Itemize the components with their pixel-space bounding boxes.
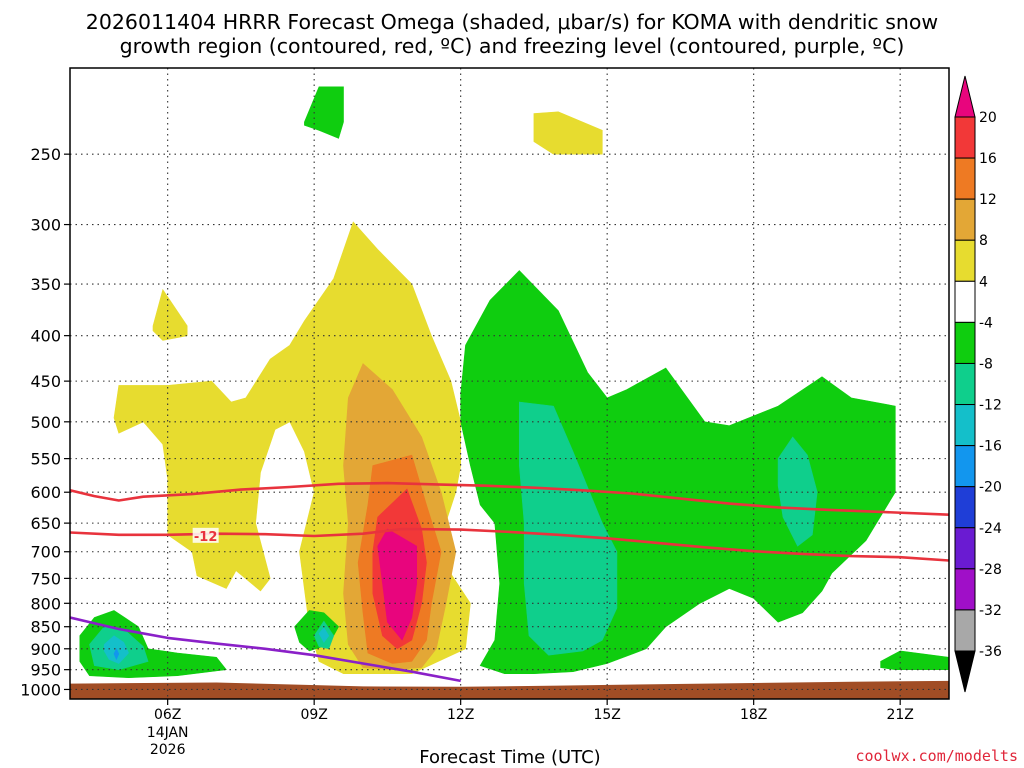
colorbar-band-8 bbox=[954, 445, 976, 488]
y-tick-label-500: 500 bbox=[30, 413, 61, 432]
omega-region-8 bbox=[304, 86, 344, 139]
omega-region-17 bbox=[318, 627, 330, 643]
y-tick-label-850: 850 bbox=[30, 618, 61, 637]
y-tick-label-300: 300 bbox=[30, 216, 61, 235]
x-tick-label-09Z: 09Z bbox=[300, 707, 327, 723]
colorbar: 20 16 12 8 4 -4 -8 -12 -16 -20 -24 -28 -32 -36 bbox=[954, 75, 1002, 693]
plot-area: -12 bbox=[70, 68, 949, 699]
contour-lines: -12 bbox=[70, 481, 949, 683]
y-tick-label-800: 800 bbox=[30, 594, 61, 613]
colorbar-band-4 bbox=[954, 280, 976, 323]
y-tick-label-450: 450 bbox=[30, 372, 61, 391]
y-tick-label-350: 350 bbox=[30, 275, 61, 294]
y-tick-label-950: 950 bbox=[30, 661, 61, 680]
y-tick-label-900: 900 bbox=[30, 640, 61, 659]
omega-region-1 bbox=[152, 288, 188, 341]
y-tick-label-700: 700 bbox=[30, 543, 61, 562]
x-tick-date: 14JAN bbox=[147, 725, 189, 741]
omega-region-18 bbox=[113, 648, 120, 661]
dgz-contour-label-bg bbox=[192, 527, 219, 543]
y-tick-label-650: 650 bbox=[30, 514, 61, 533]
omega-region-11 bbox=[880, 650, 949, 671]
freezing-contour-0 bbox=[70, 616, 461, 683]
colorbar-label-3: 8 bbox=[979, 233, 988, 249]
colorbar-top-arrow bbox=[954, 75, 976, 118]
x-tick-label-15Z: 15Z bbox=[593, 707, 620, 723]
omega-region-6 bbox=[377, 528, 418, 641]
dgz-contour-0 bbox=[70, 481, 949, 516]
colorbar-band-0 bbox=[954, 116, 976, 159]
x-tick-label-06Z: 06Z bbox=[154, 707, 181, 723]
colorbar-band-12 bbox=[954, 609, 976, 652]
dgz-contour-label: -12 bbox=[194, 530, 218, 545]
x-axis-label: Forecast Time (UTC) bbox=[419, 747, 600, 768]
y-tick-label-400: 400 bbox=[30, 327, 61, 346]
colorbar-label-5: -4 bbox=[979, 315, 993, 331]
colorbar-band-6 bbox=[954, 362, 976, 406]
colorbar-label-0: 20 bbox=[979, 110, 997, 126]
chart-title-line1: 2026011404 HRRR Forecast Omega (shaded, … bbox=[86, 10, 938, 34]
colorbar-label-11: -28 bbox=[979, 562, 1002, 578]
colorbar-band-2 bbox=[954, 198, 976, 241]
y-tick-label-750: 750 bbox=[30, 569, 61, 588]
y-tick-label-550: 550 bbox=[30, 450, 61, 469]
y-tick-label-600: 600 bbox=[30, 483, 61, 502]
colorbar-band-7 bbox=[954, 404, 976, 447]
colorbar-band-11 bbox=[954, 568, 976, 611]
y-axis: 250 300 350 400 450 500 550 600 650 700 750 800 850 9… bbox=[20, 145, 70, 699]
plot-frame bbox=[69, 67, 950, 700]
x-tick-label-12Z: 12Z bbox=[447, 707, 474, 723]
colorbar-bottom-arrow bbox=[954, 650, 976, 693]
x-tick-year: 2026 bbox=[150, 742, 186, 758]
colorbar-band-10 bbox=[954, 527, 976, 570]
ground-layer bbox=[70, 680, 949, 699]
credit-link[interactable]: coolwx.com/modelts bbox=[855, 747, 1018, 765]
colorbar-band-9 bbox=[954, 486, 976, 529]
colorbar-band-1 bbox=[954, 157, 976, 200]
colorbar-label-6: -8 bbox=[979, 356, 993, 372]
omega-region-2 bbox=[533, 111, 603, 155]
x-tick-label-21Z: 21Z bbox=[886, 707, 913, 723]
colorbar-label-2: 12 bbox=[979, 192, 997, 208]
x-tick-label-18Z: 18Z bbox=[740, 707, 767, 723]
colorbar-label-7: -12 bbox=[979, 398, 1002, 414]
colorbar-label-1: 16 bbox=[979, 151, 997, 167]
chart-title-line2: growth region (contoured, red, ºC) and f… bbox=[120, 34, 905, 58]
colorbar-label-13: -36 bbox=[979, 644, 1002, 660]
y-tick-label-1000: 1000 bbox=[20, 680, 61, 699]
colorbar-label-8: -16 bbox=[979, 439, 1002, 455]
colorbar-band-5 bbox=[954, 321, 976, 364]
omega-region-13 bbox=[777, 436, 818, 547]
colorbar-label-10: -24 bbox=[979, 521, 1002, 537]
colorbar-label-12: -32 bbox=[979, 603, 1002, 619]
colorbar-band-3 bbox=[954, 239, 976, 282]
y-tick-label-250: 250 bbox=[30, 145, 61, 164]
gridlines bbox=[70, 68, 949, 699]
omega-shading bbox=[79, 86, 949, 679]
colorbar-label-4: 4 bbox=[979, 274, 988, 290]
colorbar-label-9: -20 bbox=[979, 480, 1002, 496]
ground-fill bbox=[70, 680, 949, 699]
